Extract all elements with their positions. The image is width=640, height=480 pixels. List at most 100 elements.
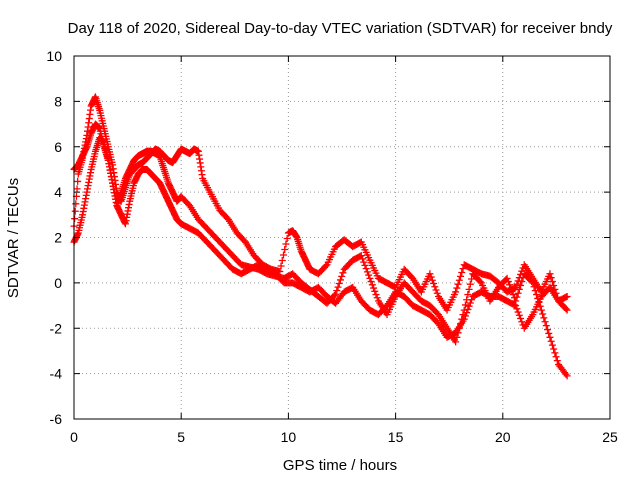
grid-lines (74, 56, 610, 419)
data-point (334, 283, 342, 291)
data-point (367, 278, 375, 286)
data-point (465, 285, 473, 293)
data-point (73, 185, 81, 193)
x-tick-label: 20 (495, 429, 511, 445)
data-point (361, 261, 369, 269)
data-point (546, 333, 554, 341)
data-point (563, 372, 571, 380)
y-tick-label: -2 (50, 320, 63, 336)
data-point (541, 318, 549, 326)
data-point (508, 287, 516, 295)
data-point (562, 305, 570, 313)
data-point (464, 305, 472, 313)
data-point (282, 240, 290, 248)
data-point (466, 299, 474, 307)
data-point (514, 308, 522, 316)
data-point (461, 301, 469, 309)
series-lower-trace (70, 134, 571, 341)
data-point (366, 274, 374, 282)
data-point (427, 273, 435, 281)
data-point (281, 245, 289, 253)
data-point (339, 269, 347, 277)
data-point (458, 269, 466, 277)
data-point (277, 262, 285, 270)
data-point (548, 341, 556, 349)
x-tick-label: 10 (281, 429, 297, 445)
data-point (465, 302, 473, 310)
data-point (453, 284, 461, 292)
data-point (368, 281, 376, 289)
data-point (545, 329, 553, 337)
x-tick-label: 5 (177, 429, 185, 445)
data-point (528, 278, 536, 286)
data-point (503, 274, 511, 282)
data-point (452, 338, 460, 346)
data-point (74, 177, 82, 185)
y-tick-label: 6 (54, 139, 62, 155)
data-point (372, 291, 380, 299)
data-point (518, 318, 526, 326)
data-point (360, 258, 368, 266)
data-point (562, 370, 570, 378)
y-tick-label: 2 (54, 230, 62, 246)
data-point (279, 251, 287, 259)
data-point (461, 312, 469, 320)
data-point (513, 293, 521, 301)
data-point (468, 275, 476, 283)
data-point (363, 268, 371, 276)
data-point (333, 287, 341, 295)
chart-title: Day 118 of 2020, Sidereal Day-to-day VTE… (68, 20, 613, 37)
series-upper-trace (70, 93, 571, 314)
y-axis-label: SDTVAR / TECUs (5, 178, 22, 298)
data-point (540, 314, 548, 322)
data-point (335, 280, 343, 288)
data-point (365, 271, 373, 279)
data-point (531, 287, 539, 295)
x-tick-label: 25 (602, 429, 618, 445)
data-point (515, 285, 523, 293)
data-point (357, 252, 365, 260)
data-point (553, 357, 561, 365)
data-point (513, 280, 521, 288)
data-point (428, 276, 436, 284)
data-point (452, 288, 460, 296)
data-point (514, 289, 522, 297)
data-point (426, 270, 434, 278)
x-tick-label: 15 (388, 429, 404, 445)
data-points (70, 93, 571, 380)
data-point (370, 284, 378, 292)
data-point (278, 257, 286, 265)
data-point (454, 280, 462, 288)
data-point (547, 337, 555, 345)
data-point (460, 315, 468, 323)
axes: 0 5 10 15 20 25 -6 -4 -2 0 2 4 6 8 10 (46, 48, 618, 445)
data-point (330, 292, 338, 300)
data-point (504, 278, 512, 286)
data-point (517, 281, 525, 289)
data-point (537, 306, 545, 314)
data-point (563, 306, 571, 314)
data-point (476, 278, 484, 286)
data-point (506, 281, 514, 289)
data-point (431, 283, 439, 291)
data-point (513, 305, 521, 313)
data-point (71, 207, 79, 215)
data-point (563, 292, 571, 300)
data-point (529, 279, 537, 287)
data-point (373, 294, 381, 302)
data-point (542, 322, 550, 330)
y-tick-label: 4 (54, 184, 62, 200)
data-point (548, 278, 556, 286)
data-point (518, 278, 526, 286)
data-point (455, 276, 463, 284)
y-tick-label: 8 (54, 93, 62, 109)
data-point (336, 276, 344, 284)
data-point (552, 353, 560, 361)
data-point (551, 349, 559, 357)
data-point (544, 326, 552, 334)
data-point (517, 315, 525, 323)
data-point (430, 280, 438, 288)
y-tick-label: -4 (50, 366, 63, 382)
data-point (433, 289, 441, 297)
